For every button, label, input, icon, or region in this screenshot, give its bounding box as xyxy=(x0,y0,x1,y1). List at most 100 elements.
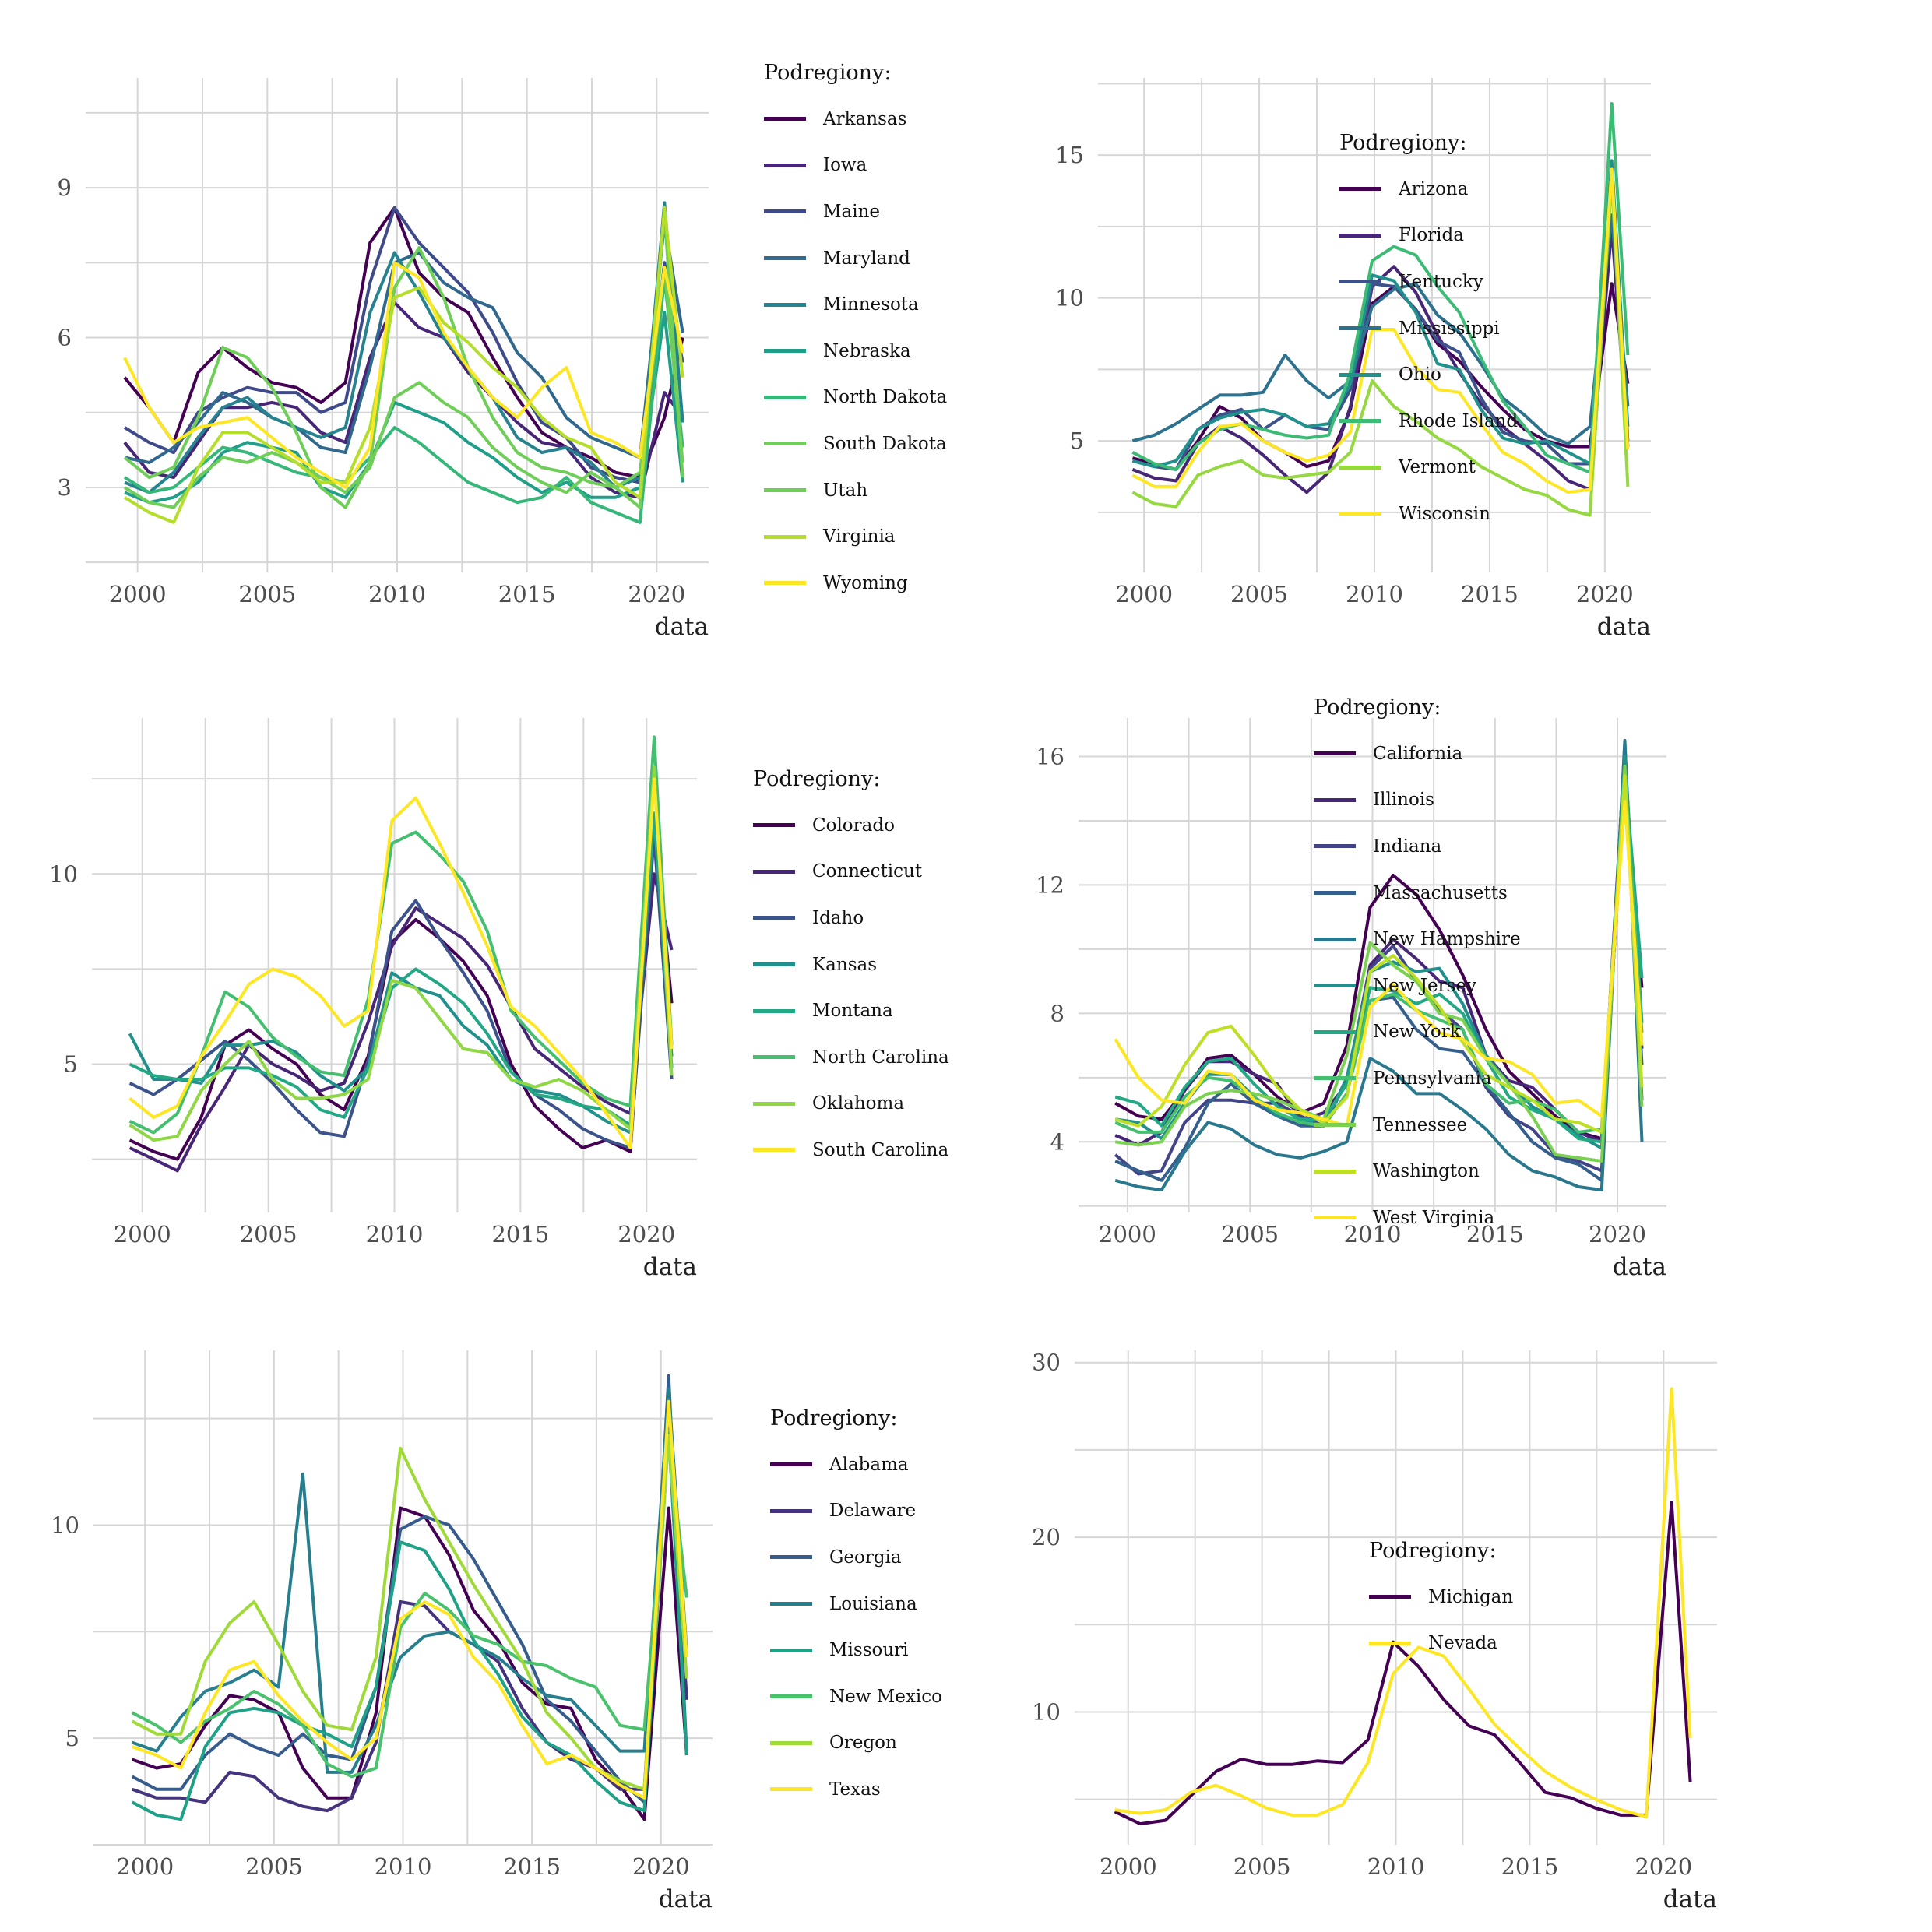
x-tick-label: 2010 xyxy=(368,581,426,607)
legend-item: Arizona xyxy=(1339,166,1518,213)
legend-label: Indiana xyxy=(1373,836,1442,857)
legend-item: Wyoming xyxy=(764,560,947,607)
legend-swatch xyxy=(770,1694,812,1699)
legend-swatch xyxy=(1314,891,1356,896)
legend-swatch xyxy=(1369,1595,1411,1599)
series-line-4 xyxy=(1131,159,1630,469)
legend-swatch xyxy=(1339,187,1381,192)
legend-item: Maine xyxy=(764,188,947,235)
x-axis-title: data xyxy=(1597,613,1651,641)
legend-swatch xyxy=(1314,984,1356,988)
x-tick-label: 2015 xyxy=(498,581,556,607)
legend-label: Texas xyxy=(829,1779,881,1800)
legend-label: Montana xyxy=(812,1001,893,1022)
y-tick-label: 3 xyxy=(58,474,72,501)
legend-label: Kentucky xyxy=(1399,271,1483,292)
legend-swatch xyxy=(1339,512,1381,516)
legend-label: Vermont xyxy=(1399,457,1476,478)
legend-swatch xyxy=(753,869,795,874)
legend-label: Connecticut xyxy=(812,861,923,882)
chart-legend: Podregiony: Colorado Connecticut Idaho Kans… xyxy=(753,767,949,1174)
legend-label: Washington xyxy=(1373,1161,1480,1182)
legend-swatch xyxy=(1339,465,1381,470)
series-line-0 xyxy=(123,206,684,480)
legend-swatch xyxy=(770,1787,812,1792)
chart-panel-5: 2000 2005 2010 2015 2020 5 10 data Podregiony: … xyxy=(0,1288,966,1932)
legend-label: Colorado xyxy=(812,815,895,836)
x-axis-title: data xyxy=(659,1885,713,1913)
y-tick-label: 4 xyxy=(1050,1128,1065,1155)
x-tick-label: 2020 xyxy=(1589,1221,1646,1248)
x-tick-label: 2020 xyxy=(628,581,685,607)
legend-label: North Carolina xyxy=(812,1047,949,1068)
legend-item: Oklahoma xyxy=(753,1081,949,1128)
legend-item: Arkansas xyxy=(764,96,947,143)
legend-swatch xyxy=(1314,797,1356,802)
legend-item: Connecticut xyxy=(753,849,949,896)
legend-item: South Dakota xyxy=(764,421,947,467)
legend-item: New Jersey xyxy=(1314,962,1521,1009)
x-tick-label: 2000 xyxy=(114,1221,171,1248)
legend-label: South Carolina xyxy=(812,1139,949,1160)
legend-item: Massachusetts xyxy=(1314,870,1521,917)
chart-panel-3: 2000 2005 2010 2015 2020 5 10 data Podregiony: … xyxy=(0,644,966,1288)
x-tick-label: 2020 xyxy=(1635,1853,1692,1880)
legend-item: Kentucky xyxy=(1339,259,1518,305)
series-line-3 xyxy=(124,221,684,464)
chart-plot: 2000 2005 2010 2015 2020 5 10 data xyxy=(49,718,697,1281)
series-line-0 xyxy=(1114,1501,1692,1826)
legend-swatch xyxy=(764,534,806,539)
legend-label: Arkansas xyxy=(823,108,907,129)
legend-label: South Dakota xyxy=(823,433,947,454)
legend-title: Podregiony: xyxy=(1339,131,1467,155)
chart-legend: Podregiony: Alabama Delaware Georgia Louisi… xyxy=(770,1406,942,1813)
legend-item: Utah xyxy=(764,467,947,514)
legend-label: California xyxy=(1373,743,1463,764)
series-line-7 xyxy=(132,1399,688,1800)
legend-swatch xyxy=(764,442,806,446)
grid xyxy=(93,1350,713,1846)
x-tick-label: 2020 xyxy=(618,1221,675,1248)
x-tick-label: 2015 xyxy=(491,1221,549,1248)
x-axis-title: data xyxy=(655,613,709,641)
y-tick-label: 6 xyxy=(58,325,72,351)
legend-swatch xyxy=(1314,844,1356,849)
chart-panel-6: 2000 2005 2010 2015 2020 10 20 30 data Podregion… xyxy=(966,1288,1932,1932)
x-tick-label: 2020 xyxy=(632,1853,690,1880)
legend-label: North Dakota xyxy=(823,387,948,408)
legend-swatch xyxy=(770,1602,812,1606)
chart-legend: Podregiony: Arizona Florida Kentucky Missis… xyxy=(1339,131,1518,537)
legend-label: West Virginia xyxy=(1373,1207,1495,1228)
x-axis-title: data xyxy=(1663,1885,1717,1913)
series-line-8 xyxy=(123,211,684,509)
legend-label: Illinois xyxy=(1373,790,1434,811)
legend-item: Michigan xyxy=(1369,1574,1513,1621)
legend-item: Louisiana xyxy=(770,1581,942,1628)
legend-label: Mississippi xyxy=(1399,318,1500,339)
legend-item: North Dakota xyxy=(764,375,947,421)
chart-plot: 2000 2005 2010 2015 2020 5 10 data xyxy=(51,1350,713,1913)
legend-swatch xyxy=(1339,419,1381,424)
legend-label: Wyoming xyxy=(823,572,908,593)
legend-title: Podregiony: xyxy=(764,61,892,85)
legend-swatch xyxy=(764,395,806,399)
legend-item: South Carolina xyxy=(753,1127,949,1174)
series-line-8 xyxy=(1114,764,1644,1163)
legend-item: Wisconsin xyxy=(1339,491,1518,537)
series-line-2 xyxy=(131,1374,688,1804)
x-tick-label: 2000 xyxy=(1115,581,1173,607)
series-line-7 xyxy=(1131,167,1630,494)
series-line-7 xyxy=(123,266,684,509)
legend-item: Vermont xyxy=(1339,445,1518,491)
legend-label: Rhode Island xyxy=(1399,410,1519,431)
legend-swatch xyxy=(1339,372,1381,377)
legend-label: Michigan xyxy=(1428,1586,1514,1607)
legend-item: Nevada xyxy=(1369,1621,1513,1667)
legend-item: Georgia xyxy=(770,1534,942,1581)
series-line-5 xyxy=(124,311,684,505)
x-tick-label: 2000 xyxy=(1099,1221,1156,1248)
series-line-6 xyxy=(1114,768,1644,1144)
legend-swatch xyxy=(753,1148,795,1153)
legend-swatch xyxy=(753,916,795,920)
legend-label: New Hampshire xyxy=(1373,929,1521,950)
